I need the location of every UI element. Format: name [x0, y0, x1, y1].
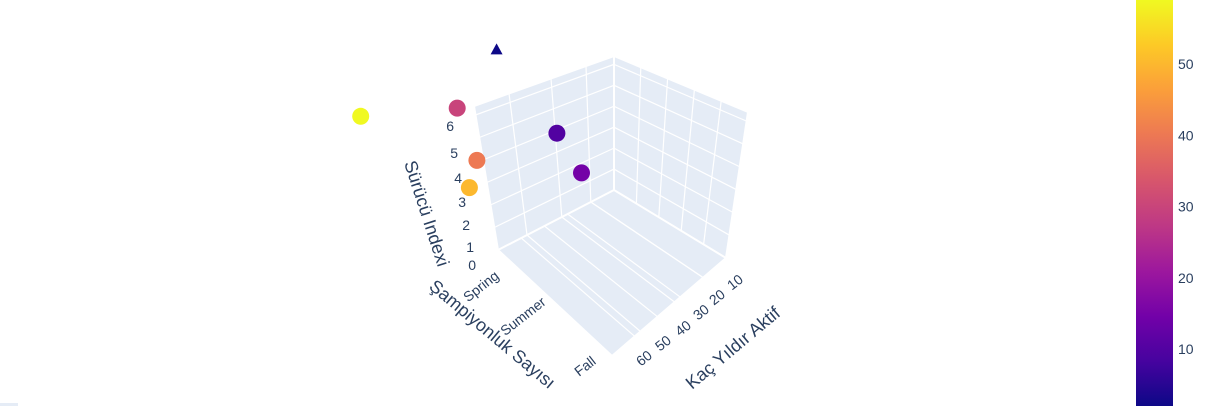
- gridline: [493, 168, 615, 229]
- z-tick: 6: [446, 118, 454, 134]
- x-tick: 20: [706, 286, 728, 308]
- gridline: [613, 126, 737, 191]
- colorbar-tick: 20: [1178, 270, 1194, 286]
- data-point[interactable]: [573, 164, 590, 182]
- data-markers: [352, 43, 590, 197]
- gridline: [475, 63, 615, 116]
- gridline: [658, 78, 669, 218]
- z-axis-ticks: 0 1 2 3 4 5 6: [446, 118, 476, 273]
- gridline: [479, 84, 615, 139]
- gridline: [613, 168, 730, 236]
- gridline: [635, 67, 642, 204]
- z-tick: 3: [458, 194, 466, 210]
- gridline: [613, 84, 744, 145]
- data-point[interactable]: [460, 179, 478, 197]
- gridline: [490, 147, 615, 206]
- data-point[interactable]: [352, 107, 370, 125]
- y-tick: Fall: [571, 353, 599, 379]
- z-tick: 5: [450, 145, 458, 161]
- gridline: [703, 100, 722, 245]
- gridline: [508, 93, 528, 236]
- gridline: [526, 234, 641, 332]
- z-tick: 4: [454, 170, 462, 186]
- z-tick: 0: [468, 257, 476, 273]
- gridline: [486, 126, 615, 184]
- gridline: [613, 147, 734, 213]
- gridline: [520, 237, 636, 337]
- x-tick: 50: [652, 332, 674, 354]
- z-tick: 2: [462, 217, 470, 233]
- data-point[interactable]: [468, 151, 486, 169]
- back-pane-right: [614, 56, 748, 258]
- data-point[interactable]: [548, 124, 566, 142]
- gridline: [585, 65, 592, 203]
- gridline: [561, 216, 676, 303]
- gridline: [567, 213, 681, 298]
- scene-gridlines: [475, 63, 747, 337]
- z-tick: 1: [466, 239, 474, 255]
- z-axis-title: Sürücü Indexi: [400, 158, 453, 269]
- gridline: [590, 201, 704, 279]
- gridline: [613, 105, 741, 168]
- colorbar-tick: 50: [1178, 56, 1194, 72]
- colorbar-ticks: 10 20 30 40 50: [1178, 56, 1194, 357]
- x-tick: 40: [672, 317, 694, 339]
- colorbar-tick: 40: [1178, 127, 1194, 143]
- scene-panes: [474, 56, 748, 356]
- y-axis-title: Şampiyonluk Sayısı: [425, 276, 559, 393]
- colorbar-gradient: [1136, 0, 1173, 406]
- data-point[interactable]: [490, 43, 503, 55]
- gridline: [680, 89, 695, 231]
- bottom-left-marker: [0, 403, 18, 406]
- colorbar: 10 20 30 40 50: [1136, 0, 1194, 406]
- colorbar-tick: 10: [1178, 341, 1194, 357]
- x-tick: 10: [724, 271, 746, 293]
- colorbar-tick: 30: [1178, 199, 1194, 215]
- data-point[interactable]: [448, 99, 466, 117]
- scene-edges: [473, 54, 749, 358]
- gridline: [550, 78, 563, 218]
- gridline: [544, 225, 658, 318]
- floor-pane: [498, 190, 726, 356]
- gridline: [613, 63, 747, 122]
- back-pane-left: [474, 56, 614, 250]
- x-tick: 60: [633, 347, 655, 369]
- x-tick: 30: [690, 301, 712, 323]
